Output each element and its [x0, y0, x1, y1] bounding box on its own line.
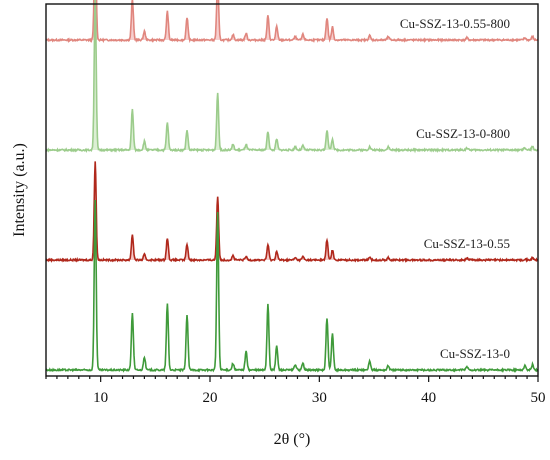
x-tick-label: 10: [93, 390, 108, 406]
series-label-0: Cu-SSZ-13-0.55-800: [400, 16, 510, 31]
x-axis-title: 2θ (°): [274, 431, 311, 448]
x-tick-label: 40: [421, 390, 436, 406]
x-tick-label: 30: [312, 390, 327, 406]
y-axis-title: Intensity (a.u.): [11, 143, 28, 237]
plot-frame: [45, 3, 539, 377]
series-label-2: Cu-SSZ-13-0.55: [424, 236, 510, 251]
x-tick-label: 50: [531, 390, 546, 406]
series-line-layer: [45, 0, 539, 374]
x-axis: 10 20 30 40 50: [45, 376, 546, 406]
series-line-3: [45, 199, 539, 374]
series-line-1: [45, 0, 539, 154]
series-line-2: [45, 161, 539, 263]
series-label-3: Cu-SSZ-13-0: [440, 346, 510, 361]
series-line-0: [45, 0, 539, 44]
x-tick-label: 20: [203, 390, 218, 406]
series-label-layer: Cu-SSZ-13-0.55-800 Cu-SSZ-13-0-800 Cu-SSZ-…: [400, 16, 510, 361]
series-label-1: Cu-SSZ-13-0-800: [416, 126, 510, 141]
